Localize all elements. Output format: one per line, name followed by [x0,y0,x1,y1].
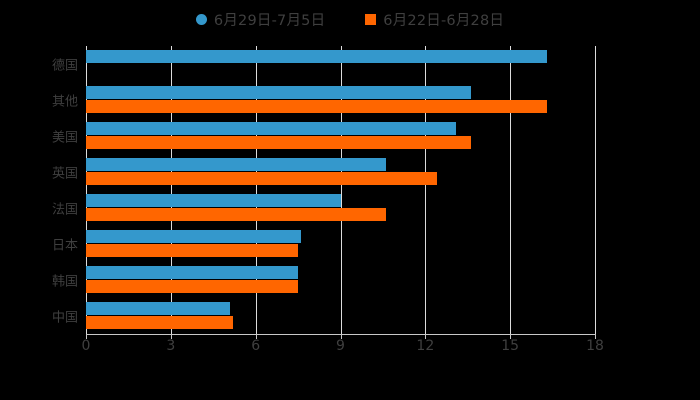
bar-series-1[interactable] [86,230,301,243]
plot-area [86,46,596,334]
x-tick-mark [340,334,342,339]
bar-series-1[interactable] [86,122,457,135]
bar-series-1[interactable] [86,302,231,315]
gridline [170,46,172,334]
category-label: 美国 [51,130,78,146]
gridline [86,46,87,334]
x-tick-mark [510,334,512,339]
bar-series-1[interactable] [86,86,471,99]
legend-marker-circle-icon [195,13,207,25]
category-label: 英国 [51,166,78,182]
category-label: 韩国 [51,274,78,290]
bar-series-1[interactable] [86,266,299,279]
category-label: 日本 [51,238,78,254]
category-label: 其他 [51,94,78,110]
gridline [510,46,512,334]
x-tick-label: 9 [336,338,345,354]
chart-legend: 6月29日-7月5日 6月22日-6月28日 [0,6,700,32]
x-tick-mark [595,334,596,339]
x-tick-label: 15 [501,338,520,354]
bar-series-2[interactable] [86,208,386,221]
bar-series-1[interactable] [86,50,547,63]
category-label: 法国 [51,202,78,218]
bar-series-2[interactable] [86,316,234,329]
gridline [340,46,342,334]
bar-series-1[interactable] [86,158,386,171]
gridline [425,46,427,334]
legend-label: 6月29日-7月5日 [213,12,326,29]
gridline [595,46,596,334]
bar-series-2[interactable] [86,280,299,293]
x-tick-label: 6 [251,338,261,354]
bar-series-2[interactable] [86,100,547,113]
x-tick-mark [255,334,257,339]
x-tick-label: 0 [81,338,91,354]
category-axis-labels: 德国其他美国英国法国日本韩国中国 [0,46,78,334]
bar-series-2[interactable] [86,172,437,185]
x-tick-label: 12 [416,338,435,354]
gridline [255,46,257,334]
x-tick-label: 3 [166,338,176,354]
bar-series-2[interactable] [86,136,471,149]
legend-marker-square-icon [365,13,377,25]
bar-series-2[interactable] [86,244,299,257]
x-tick-mark [170,334,172,339]
x-tick-label: 18 [586,338,604,354]
legend-item[interactable]: 6月22日-6月28日 [365,9,504,30]
bar-series-1[interactable] [86,194,341,207]
x-tick-mark [425,334,427,339]
category-label: 中国 [51,310,78,326]
legend-item[interactable]: 6月29日-7月5日 [195,9,326,30]
legend-label: 6月22日-6月28日 [383,12,505,29]
category-label: 德国 [51,58,78,74]
x-tick-mark [86,334,87,339]
